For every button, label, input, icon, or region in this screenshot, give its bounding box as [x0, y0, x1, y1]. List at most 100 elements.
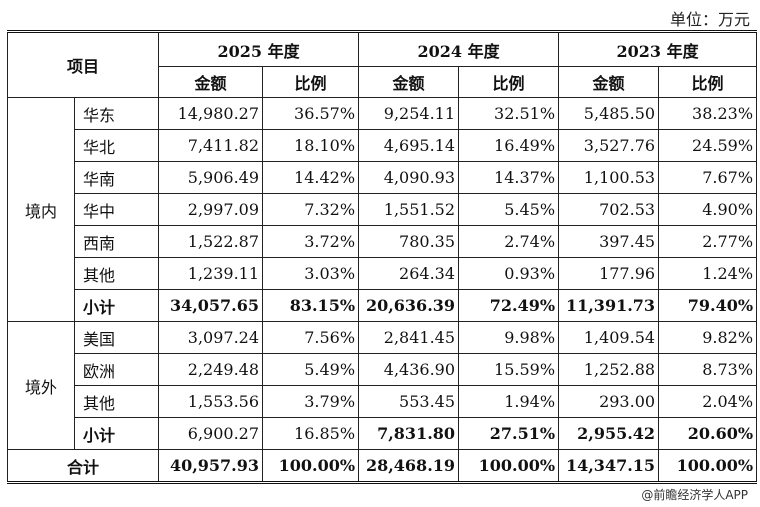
revenue-table-container: 项目 2025 年度 2024 年度 2023 年度 金额 比例 金额 比例 金… — [6, 30, 758, 484]
ratio-cell: 16.49% — [458, 129, 560, 162]
region-name: 华南 — [73, 161, 160, 194]
ratio-cell: 9.98% — [458, 321, 560, 354]
amount-cell: 3,527.76 — [558, 129, 660, 162]
ratio-cell: 3.79% — [262, 385, 360, 418]
domestic-section: 境内 华东 14,980.27 36.57% 9,254.11 32.51% 5,485.5… — [7, 97, 758, 322]
ratio-cell: 15.59% — [458, 353, 560, 386]
total-label: 合计 — [6, 449, 160, 483]
region-name: 华中 — [73, 193, 160, 226]
ratio-cell: 18.10% — [262, 129, 360, 162]
ratio-cell: 24.59% — [658, 129, 758, 162]
region-group-label: 境外 — [7, 321, 75, 450]
ratio-cell: 72.49% — [458, 289, 560, 322]
table-row: 华南 5,906.49 14.42% 4,090.93 14.37% 1,100.53 7.… — [8, 161, 758, 194]
region-name: 其他 — [73, 257, 160, 290]
table-row: 其他 1,553.56 3.79% 553.45 1.94% 293.00 2.04% — [8, 385, 758, 418]
amount-header: 金额 — [158, 66, 264, 98]
ratio-cell: 3.03% — [262, 257, 360, 290]
ratio-cell: 38.23% — [658, 97, 758, 130]
ratio-cell: 7.32% — [262, 193, 360, 226]
amount-cell: 9,254.11 — [358, 97, 460, 130]
ratio-cell: 83.15% — [262, 289, 360, 322]
overseas-section: 境外 美国 3,097.24 7.56% 2,841.45 9.98% 1,409.54 9.… — [7, 321, 758, 450]
amount-cell: 7,411.82 — [158, 129, 264, 162]
ratio-cell: 1.94% — [458, 385, 560, 418]
ratio-cell: 14.42% — [262, 161, 360, 194]
header-row-columns: 金额 比例 金额 比例 金额 比例 — [8, 66, 758, 98]
amount-cell: 2,249.48 — [158, 353, 264, 386]
amount-cell: 5,485.50 — [558, 97, 660, 130]
total-row: 合计 40,957.93 100.00% 28,468.19 100.00% 14,347… — [6, 449, 758, 483]
region-name: 华东 — [73, 97, 160, 130]
region-name: 其他 — [73, 385, 160, 418]
amount-cell: 4,695.14 — [358, 129, 460, 162]
year-header-2024: 2024 年度 — [358, 31, 560, 67]
region-group-label: 境内 — [7, 97, 75, 322]
amount-cell: 28,468.19 — [358, 449, 460, 483]
region-name: 欧洲 — [73, 353, 160, 386]
table-row: 华中 2,997.09 7.32% 1,551.52 5.45% 702.53 4.90% — [8, 193, 758, 226]
amount-cell: 6,900.27 — [158, 417, 264, 450]
header-row-years: 项目 2025 年度 2024 年度 2023 年度 — [6, 31, 758, 98]
unit-label: 单位：万元 — [669, 10, 750, 29]
amount-cell: 20,636.39 — [358, 289, 460, 322]
amount-cell: 5,906.49 — [158, 161, 264, 194]
amount-cell: 553.45 — [358, 385, 460, 418]
amount-cell: 4,436.90 — [358, 353, 460, 386]
source-credit: @前瞻经济学人APP — [641, 486, 748, 503]
amount-cell: 1,409.54 — [558, 321, 660, 354]
ratio-cell: 8.73% — [658, 353, 758, 386]
ratio-cell: 100.00% — [458, 449, 560, 483]
ratio-cell: 27.51% — [458, 417, 560, 450]
source-text: @前瞻经济学人APP — [641, 488, 748, 502]
subtotal-label: 小计 — [73, 289, 160, 322]
region-name: 美国 — [73, 321, 160, 354]
ratio-cell: 20.60% — [658, 417, 758, 450]
ratio-cell: 7.67% — [658, 161, 758, 194]
amount-cell: 7,831.80 — [358, 417, 460, 450]
ratio-cell: 36.57% — [262, 97, 360, 130]
region-name: 华北 — [73, 129, 160, 162]
table-row: 境内 华东 14,980.27 36.57% 9,254.11 32.51% 5,485.5… — [7, 97, 758, 322]
amount-cell: 264.34 — [358, 257, 460, 290]
total-section: 合计 40,957.93 100.00% 28,468.19 100.00% 14,347… — [6, 449, 758, 483]
ratio-cell: 9.82% — [658, 321, 758, 354]
table-row: 西南 1,522.87 3.72% 780.35 2.74% 397.45 2.77% — [8, 225, 758, 258]
amount-header: 金额 — [358, 66, 460, 98]
ratio-cell: 16.85% — [262, 417, 360, 450]
item-header: 项目 — [6, 31, 160, 98]
amount-cell: 4,090.93 — [358, 161, 460, 194]
year-header-2023: 2023 年度 — [558, 31, 758, 67]
ratio-cell: 0.93% — [458, 257, 560, 290]
amount-cell: 2,955.42 — [558, 417, 660, 450]
table-row: 境外 美国 3,097.24 7.56% 2,841.45 9.98% 1,409.54 9.… — [7, 321, 758, 450]
amount-cell: 1,522.87 — [158, 225, 264, 258]
ratio-cell: 2.77% — [658, 225, 758, 258]
ratio-header: 比例 — [658, 66, 758, 98]
region-name: 西南 — [73, 225, 160, 258]
ratio-cell: 7.56% — [262, 321, 360, 354]
amount-cell: 3,097.24 — [158, 321, 264, 354]
ratio-cell: 100.00% — [262, 449, 360, 483]
ratio-cell: 5.49% — [262, 353, 360, 386]
amount-cell: 2,997.09 — [158, 193, 264, 226]
subtotal-row: 小计 6,900.27 16.85% 7,831.80 27.51% 2,955.42 20… — [8, 417, 758, 450]
revenue-by-region-table: 项目 2025 年度 2024 年度 2023 年度 金额 比例 金额 比例 金… — [6, 30, 758, 484]
ratio-cell: 2.04% — [658, 385, 758, 418]
amount-cell: 293.00 — [558, 385, 660, 418]
amount-cell: 40,957.93 — [158, 449, 264, 483]
amount-cell: 11,391.73 — [558, 289, 660, 322]
ratio-header: 比例 — [458, 66, 560, 98]
ratio-cell: 5.45% — [458, 193, 560, 226]
amount-cell: 1,553.56 — [158, 385, 264, 418]
amount-cell: 780.35 — [358, 225, 460, 258]
amount-cell: 14,980.27 — [158, 97, 264, 130]
amount-cell: 397.45 — [558, 225, 660, 258]
amount-cell: 34,057.65 — [158, 289, 264, 322]
amount-cell: 177.96 — [558, 257, 660, 290]
table-row: 欧洲 2,249.48 5.49% 4,436.90 15.59% 1,252.88 8.7… — [8, 353, 758, 386]
ratio-cell: 1.24% — [658, 257, 758, 290]
ratio-cell: 100.00% — [658, 449, 758, 483]
ratio-cell: 3.72% — [262, 225, 360, 258]
subtotal-label: 小计 — [73, 417, 160, 450]
